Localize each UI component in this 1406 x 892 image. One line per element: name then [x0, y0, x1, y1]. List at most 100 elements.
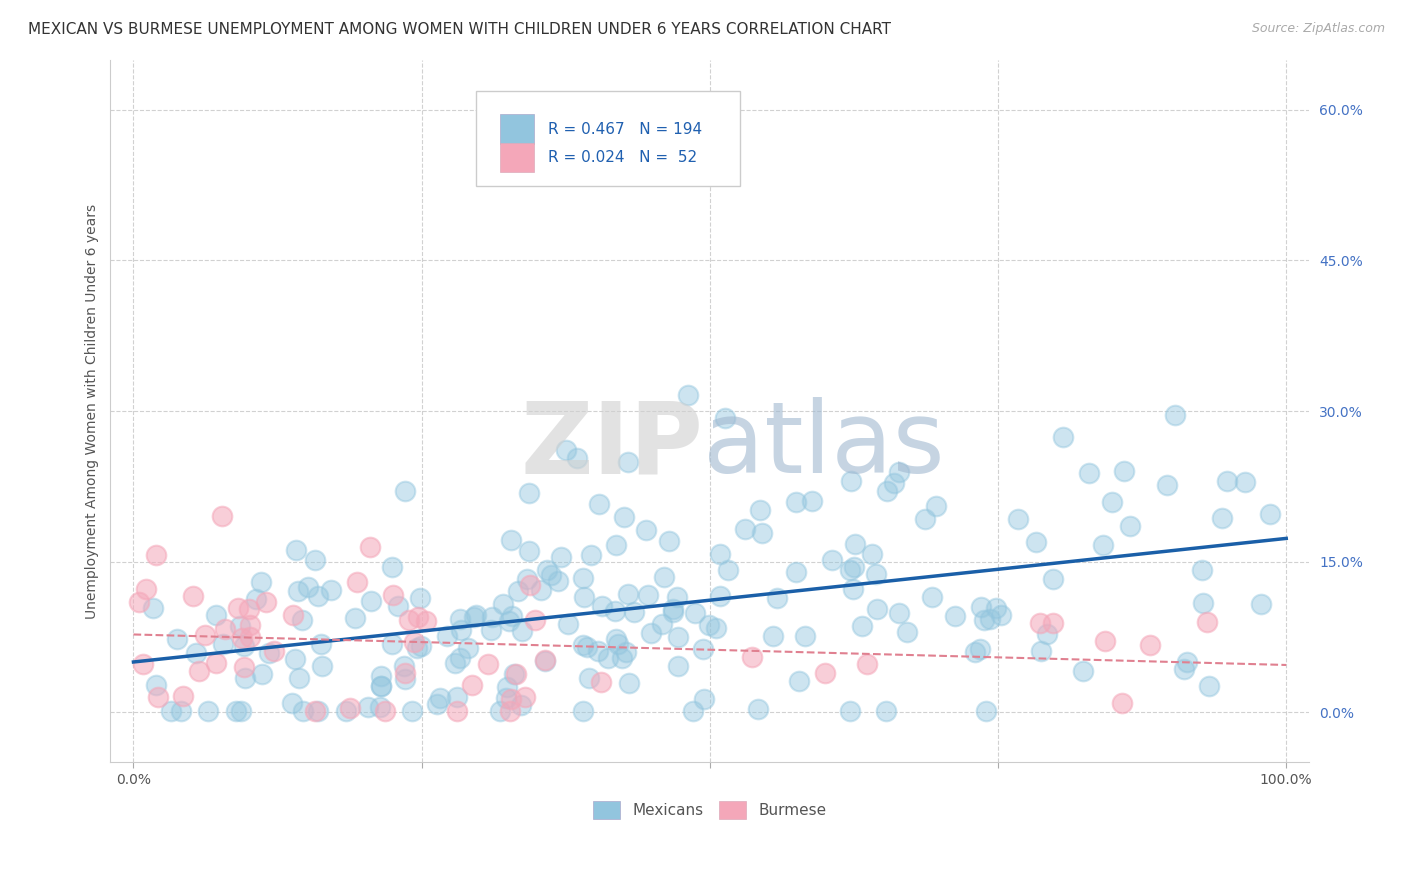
Point — [370, 679, 392, 693]
Point — [225, 704, 247, 718]
Point — [747, 702, 769, 716]
Point — [676, 387, 699, 401]
Point — [491, 597, 513, 611]
Point — [576, 640, 599, 654]
Point — [503, 666, 526, 681]
Point — [973, 613, 995, 627]
Point — [613, 510, 636, 524]
Point — [581, 548, 603, 562]
Point — [751, 525, 773, 540]
Point — [785, 494, 807, 508]
Point — [547, 574, 569, 588]
Point — [288, 671, 311, 685]
Point — [697, 618, 720, 632]
Point — [666, 591, 689, 605]
Point — [666, 659, 689, 673]
Point — [1191, 563, 1213, 577]
Point — [887, 606, 910, 620]
Point — [374, 704, 396, 718]
Point — [239, 630, 262, 644]
Point — [443, 656, 465, 670]
Point — [307, 589, 329, 603]
Point — [382, 589, 405, 603]
Point — [749, 503, 772, 517]
Point — [394, 672, 416, 686]
Point — [415, 615, 437, 629]
Bar — [501, 114, 534, 144]
Point — [713, 410, 735, 425]
Point — [572, 590, 595, 604]
Point — [142, 600, 165, 615]
Point — [614, 645, 637, 659]
Point — [591, 674, 613, 689]
Point — [145, 548, 167, 562]
Point — [229, 619, 252, 633]
Point — [865, 566, 887, 581]
Point — [741, 650, 763, 665]
Point — [1042, 572, 1064, 586]
Point — [343, 611, 366, 625]
Point — [368, 699, 391, 714]
Point — [734, 522, 756, 536]
Point — [387, 599, 409, 614]
Point — [662, 606, 685, 620]
Point — [1258, 508, 1281, 522]
Point — [501, 608, 523, 623]
Point — [281, 607, 304, 622]
Point — [1052, 429, 1074, 443]
Point — [839, 704, 862, 718]
Point — [1216, 474, 1239, 488]
Point — [1198, 679, 1220, 693]
Point — [607, 637, 630, 651]
Point — [571, 638, 593, 652]
Text: R = 0.024   N =  52: R = 0.024 N = 52 — [548, 150, 697, 165]
Point — [1211, 511, 1233, 525]
Point — [914, 512, 936, 526]
Point — [666, 630, 689, 644]
Point — [1139, 638, 1161, 652]
Point — [844, 537, 866, 551]
Point — [394, 484, 416, 499]
Point — [304, 552, 326, 566]
Point — [925, 499, 948, 513]
Point — [226, 601, 249, 615]
Point — [766, 591, 789, 606]
Point — [204, 656, 226, 670]
Point — [515, 690, 537, 704]
Point — [1094, 633, 1116, 648]
Point — [309, 636, 332, 650]
Point — [692, 642, 714, 657]
Point — [214, 622, 236, 636]
Point — [605, 538, 627, 552]
Point — [254, 595, 277, 609]
Point — [1007, 512, 1029, 526]
Point — [285, 542, 308, 557]
Point — [231, 704, 253, 718]
Bar — [501, 143, 534, 172]
Point — [1077, 466, 1099, 480]
Point — [250, 667, 273, 681]
Point — [529, 583, 551, 598]
Point — [661, 602, 683, 616]
Point — [406, 609, 429, 624]
Point — [651, 617, 673, 632]
Point — [1029, 644, 1052, 658]
Point — [787, 673, 810, 688]
Point — [496, 680, 519, 694]
Point — [969, 642, 991, 657]
Point — [132, 657, 155, 671]
Point — [1042, 615, 1064, 630]
Point — [370, 679, 392, 693]
Point — [145, 678, 167, 692]
Point — [1114, 464, 1136, 478]
Point — [536, 563, 558, 577]
Point — [287, 584, 309, 599]
Point — [637, 588, 659, 602]
Point — [359, 540, 381, 554]
Point — [1156, 478, 1178, 492]
Point — [239, 617, 262, 632]
Point — [170, 704, 193, 718]
Point — [194, 628, 217, 642]
Point — [634, 523, 657, 537]
Point — [426, 697, 449, 711]
